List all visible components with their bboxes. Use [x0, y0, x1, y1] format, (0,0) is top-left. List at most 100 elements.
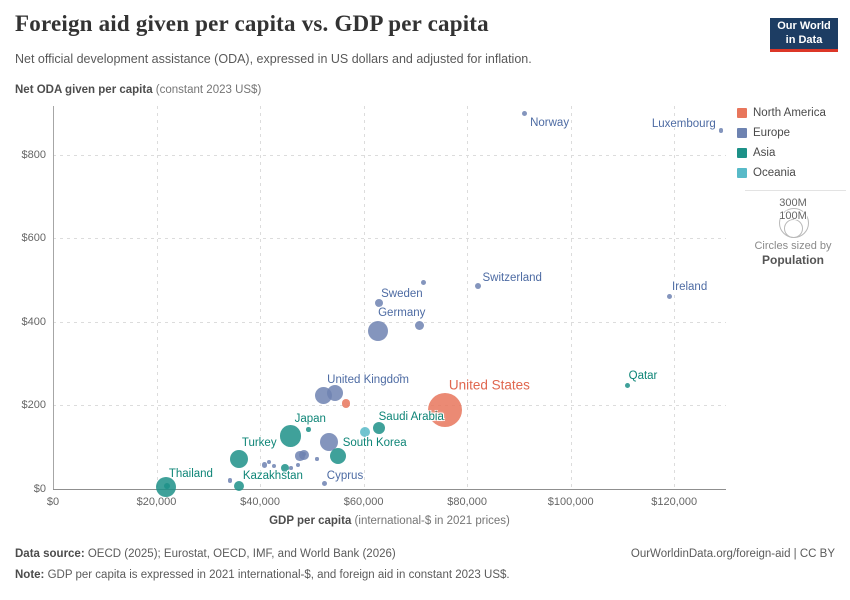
x-gridline-120000 — [674, 106, 676, 489]
data-point-turkey[interactable] — [229, 450, 248, 469]
data-point[interactable] — [295, 462, 301, 468]
x-tick-label-80000: $80,000 — [447, 496, 488, 508]
x-axis-line — [53, 489, 726, 490]
data-point-united-kingdom[interactable] — [327, 384, 344, 401]
country-label-saudi-arabia[interactable]: Saudi Arabia — [378, 411, 444, 424]
legend-swatch-asia — [737, 148, 747, 158]
data-point[interactable] — [319, 433, 338, 452]
x-tick-label-40000: $40,000 — [240, 496, 280, 508]
y-tick-label-800: $800 — [21, 148, 46, 161]
country-label-united-states[interactable]: United States — [448, 377, 530, 393]
x-tick-label-120000: $120,000 — [651, 496, 698, 508]
x-gridline-60000 — [363, 106, 365, 489]
legend-item-asia[interactable]: Asia — [737, 147, 849, 159]
country-label-switzerland[interactable]: Switzerland — [482, 272, 542, 284]
data-point[interactable] — [360, 426, 371, 437]
data-point[interactable] — [315, 457, 319, 461]
data-point-luxembourg[interactable] — [718, 128, 723, 133]
legend-item-europe[interactable]: Europe — [737, 127, 849, 139]
size-legend-caption-population: Population — [762, 253, 824, 267]
country-label-kazakhstan[interactable]: Kazakhstan — [242, 469, 303, 482]
data-point-cyprus[interactable] — [322, 480, 328, 486]
data-point[interactable] — [280, 463, 290, 473]
data-point[interactable] — [272, 464, 277, 469]
y-axis-line — [53, 106, 54, 490]
y-gridline-600 — [53, 238, 726, 240]
y-axis-title-units: (constant 2023 US$) — [152, 84, 262, 96]
y-gridline-800 — [53, 154, 726, 156]
country-label-ireland[interactable]: Ireland — [672, 281, 708, 294]
legend-item-oceania[interactable]: Oceania — [737, 167, 849, 179]
y-axis-title-bold: Net ODA given per capita — [15, 84, 153, 96]
footer-note-text: GDP per capita is expressed in 2021 inte… — [44, 569, 510, 581]
chart-subtitle: Net official development assistance (ODA… — [15, 52, 532, 66]
x-tick-label-0: $0 — [46, 496, 60, 508]
footer-link[interactable]: OurWorldinData.org/foreign-aid | CC BY — [630, 548, 835, 560]
logo-line1: Our World — [777, 19, 831, 32]
data-point[interactable] — [341, 399, 351, 408]
data-point-saudi-arabia[interactable] — [372, 422, 385, 435]
logo-line2: in Data — [785, 33, 823, 46]
legend-swatch-europe — [737, 128, 747, 138]
data-point[interactable] — [306, 426, 312, 432]
legend-divider — [745, 190, 846, 191]
x-axis-title: GDP per capita (international-$ in 2021 … — [53, 515, 726, 527]
data-point-switzerland[interactable] — [474, 283, 481, 289]
legend-item-north_america[interactable]: North America — [737, 107, 849, 119]
country-label-thailand[interactable]: Thailand — [168, 467, 213, 480]
country-label-luxembourg[interactable]: Luxembourg — [651, 117, 716, 130]
country-label-cyprus[interactable]: Cyprus — [326, 470, 364, 483]
y-tick-label-600: $600 — [21, 232, 46, 245]
footer-datasource: Data source: OECD (2025); Eurostat, OECD… — [15, 548, 396, 560]
owid-logo[interactable]: Our World in Data — [770, 18, 838, 52]
y-gridline-200 — [53, 405, 726, 407]
size-legend-100m-label: 100M — [779, 210, 807, 222]
data-point[interactable] — [266, 460, 271, 465]
y-tick-label-200: $200 — [21, 399, 46, 412]
footer-datasource-label: Data source: — [15, 548, 85, 560]
size-legend-caption: Circles sized by — [754, 240, 832, 252]
x-tick-label-60000: $60,000 — [343, 496, 384, 508]
legend-swatch-oceania — [737, 168, 747, 178]
footer-note: Note: GDP per capita is expressed in 202… — [15, 569, 510, 581]
data-point-south-korea[interactable] — [329, 448, 346, 464]
data-point-japan[interactable] — [279, 425, 302, 447]
legend-label-north_america: North America — [753, 107, 826, 119]
country-label-turkey[interactable]: Turkey — [241, 437, 277, 450]
data-point-qatar[interactable] — [625, 382, 631, 388]
legend-label-europe: Europe — [753, 127, 791, 139]
page-title: Foreign aid given per capita vs. GDP per… — [15, 11, 489, 36]
x-axis-title-units: (international-$ in 2021 prices) — [351, 515, 510, 527]
country-label-sweden[interactable]: Sweden — [381, 288, 423, 301]
country-label-south-korea[interactable]: South Korea — [342, 437, 407, 449]
y-axis-title: Net ODA given per capita (constant 2023 … — [15, 84, 261, 96]
data-point[interactable] — [398, 374, 402, 379]
data-point-norway[interactable] — [521, 110, 527, 116]
x-tick-label-100000: $100,000 — [547, 496, 594, 508]
data-point-kazakhstan[interactable] — [233, 480, 244, 491]
country-label-norway[interactable]: Norway — [530, 117, 570, 130]
data-point-ireland[interactable] — [666, 293, 672, 299]
data-point[interactable] — [163, 482, 170, 489]
data-point[interactable] — [295, 451, 305, 461]
data-point[interactable] — [420, 279, 426, 285]
legend-label-oceania: Oceania — [753, 167, 796, 179]
data-point[interactable] — [261, 462, 267, 468]
data-point[interactable] — [227, 477, 233, 483]
legend-swatch-north_america — [737, 108, 747, 118]
country-label-united-kingdom[interactable]: United Kingdom — [327, 373, 409, 386]
data-point[interactable] — [414, 320, 424, 330]
country-label-germany[interactable]: Germany — [378, 307, 426, 320]
data-point-germany[interactable] — [368, 321, 389, 342]
x-gridline-20000 — [156, 106, 158, 489]
country-label-qatar[interactable]: Qatar — [628, 370, 658, 382]
data-point-united-states[interactable] — [427, 392, 463, 428]
data-point-sweden[interactable] — [375, 299, 384, 308]
size-legend-300m-label: 300M — [779, 197, 807, 209]
size-legend-small-circle — [784, 219, 803, 238]
footer-note-label: Note: — [15, 569, 45, 581]
country-label-japan[interactable]: Japan — [294, 412, 326, 425]
data-point[interactable] — [289, 466, 293, 470]
data-point[interactable] — [301, 452, 306, 457]
